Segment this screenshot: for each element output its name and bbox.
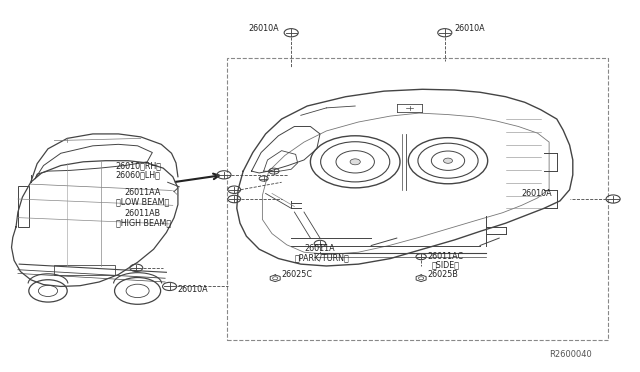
Bar [227, 58, 608, 340]
Text: 26010A: 26010A [248, 24, 279, 33]
Text: 26010A: 26010A [454, 24, 485, 33]
Text: R2600040: R2600040 [549, 350, 592, 359]
Text: 26010A: 26010A [522, 189, 552, 198]
Text: 26025C: 26025C [282, 270, 312, 279]
Circle shape [444, 158, 452, 163]
Bar [54, 265, 115, 275]
Bar [18, 186, 29, 227]
Text: 26010A: 26010A [177, 285, 208, 294]
Text: 〈SIDE〉: 〈SIDE〉 [431, 261, 460, 270]
Text: 26025B: 26025B [428, 270, 458, 279]
Text: 26060〈LH〉: 26060〈LH〉 [115, 171, 160, 180]
Text: 26011AB: 26011AB [125, 209, 161, 218]
Circle shape [350, 159, 360, 165]
Text: 〈PARK/TURN〉: 〈PARK/TURN〉 [295, 253, 350, 262]
Text: 26011A: 26011A [305, 244, 335, 253]
Text: 〈HIGH BEAM〉: 〈HIGH BEAM〉 [116, 218, 172, 227]
Text: 26011AC: 26011AC [428, 251, 463, 260]
Text: 26010〈RH〉: 26010〈RH〉 [115, 161, 161, 170]
Text: 26011AA: 26011AA [125, 188, 161, 197]
Text: 〈LOW BEAM〉: 〈LOW BEAM〉 [116, 198, 170, 206]
